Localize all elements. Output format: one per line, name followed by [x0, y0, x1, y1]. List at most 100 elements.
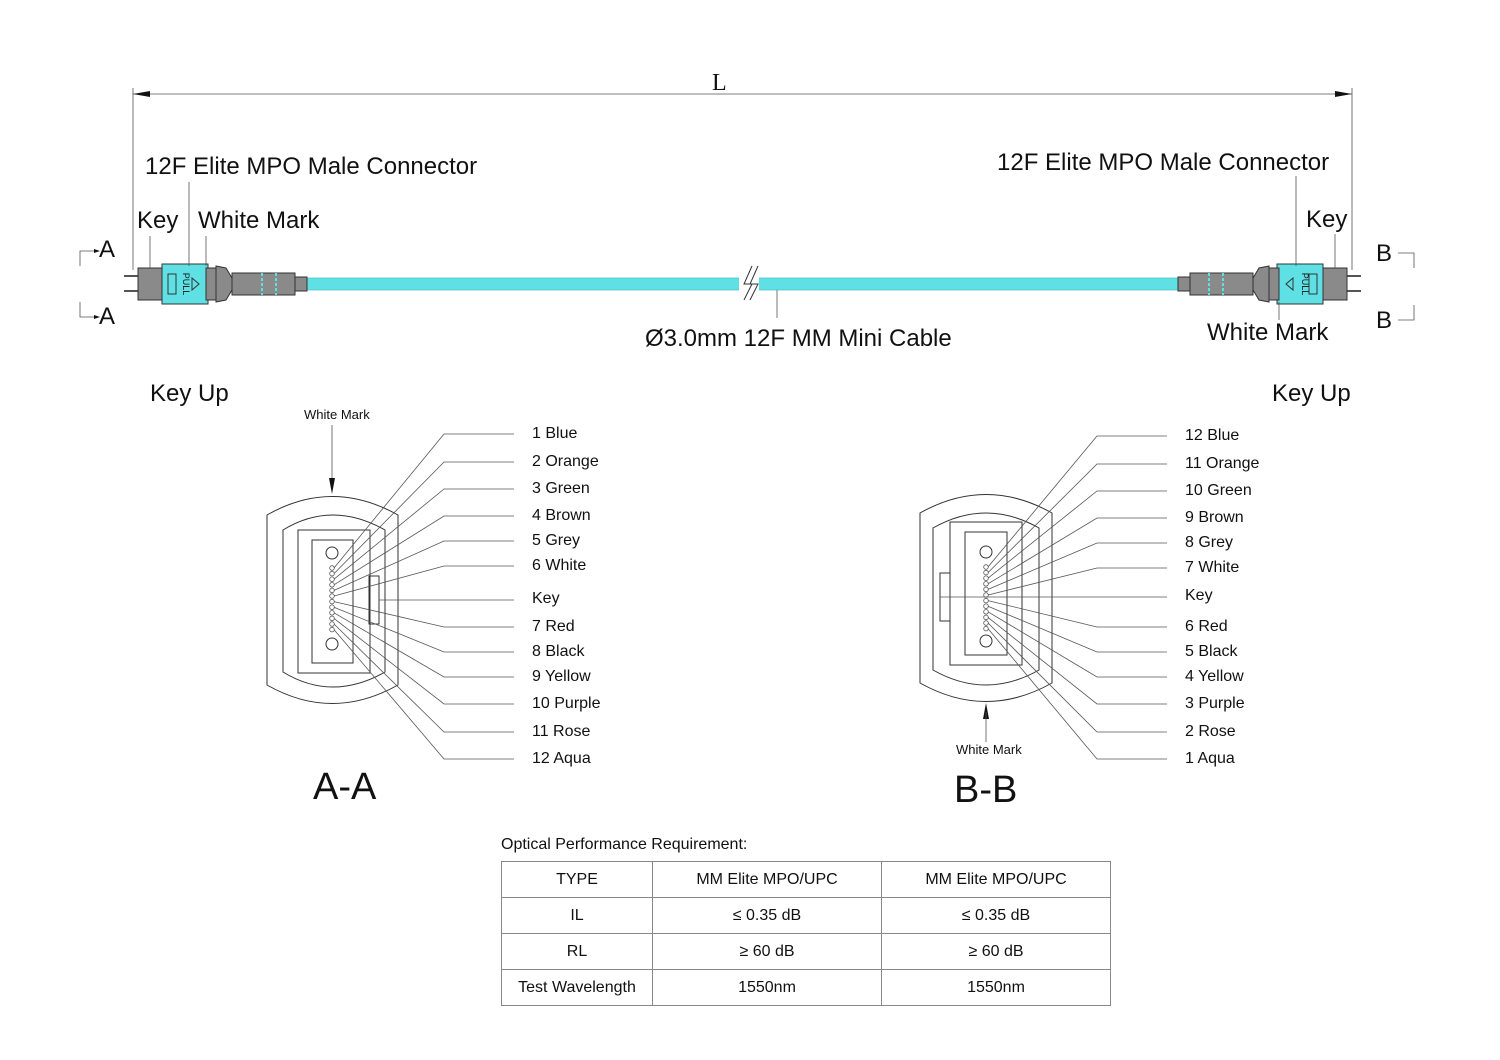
bb-white-mark-label: White Mark [956, 742, 1022, 757]
leader-line [333, 488, 514, 580]
table-cell: Test Wavelength [501, 969, 653, 1006]
fiber-label: 12 Blue [1185, 427, 1239, 444]
leader-line [333, 515, 514, 586]
fiber-label: 9 Yellow [532, 668, 591, 685]
fiber-label: 9 Brown [1185, 509, 1244, 526]
fiber-dot [983, 620, 989, 626]
fiber-dot [329, 587, 335, 594]
fiber-dot [983, 569, 989, 576]
svg-text:B: B [1376, 307, 1392, 334]
leader-line [333, 606, 514, 653]
right-connector-label: 12F Elite MPO Male Connector [997, 149, 1329, 176]
fiber-label: 5 Grey [532, 532, 580, 549]
cable-label: Ø3.0mm 12F MM Mini Cable [645, 325, 952, 352]
table-row: RL ≥ 60 dB ≥ 60 dB [501, 933, 1111, 970]
table-row: Test Wavelength 1550nm 1550nm [501, 969, 1111, 1006]
fiber-label: 4 Brown [532, 507, 591, 524]
fiber-label: Key [1185, 587, 1213, 604]
bb-connector-face [919, 494, 1053, 702]
table-cell: ≥ 60 dB [652, 933, 882, 970]
fiber-dot [983, 586, 989, 593]
leader-line [333, 623, 514, 733]
optical-performance-table: TYPE MM Elite MPO/UPC MM Elite MPO/UPC IL ≤ … [501, 861, 1111, 1006]
fiber-label: Key [532, 590, 560, 607]
fiber-label: 6 Red [1185, 618, 1228, 635]
length-label: L [712, 70, 727, 96]
fiber-label: 10 Green [1185, 482, 1252, 499]
pull-tab-label: PULL [181, 273, 191, 296]
left-connector: PULL [124, 263, 308, 305]
bb-fiber-labels: 12 Blue 11 Orange 10 Green 9 Brown 8 Grey 7 W… [1185, 427, 1260, 767]
section-b-marker: B B [1376, 240, 1415, 334]
aa-section-title: A-A [313, 766, 377, 808]
leader-line [333, 433, 514, 569]
svg-text:A: A [99, 303, 115, 330]
leader-line [333, 565, 514, 597]
aa-key-up-label: Key Up [150, 380, 229, 407]
fiber-dot [983, 609, 989, 615]
fiber-label: 2 Rose [1185, 723, 1236, 740]
fiber-dot [329, 593, 335, 599]
fiber-label: 1 Blue [532, 425, 577, 442]
right-connector [1177, 263, 1361, 305]
aa-white-mark-label: White Mark [304, 407, 370, 422]
pull-tab-label-right: PULL [1300, 273, 1310, 296]
fiber-label: 11 Orange [1185, 455, 1260, 472]
bb-leader-lines [940, 435, 1167, 760]
fiber-dot [329, 576, 335, 582]
leader-line [987, 463, 1167, 573]
leader-line [987, 517, 1167, 585]
leader-line [333, 461, 514, 574]
svg-text:B: B [1376, 240, 1392, 267]
table-cell: ≤ 0.35 dB [881, 897, 1111, 934]
fiber-dot [983, 597, 989, 604]
aa-connector-face [266, 496, 399, 704]
fiber-dot [329, 570, 335, 577]
fiber-label: 6 White [532, 557, 586, 574]
table-cell: RL [501, 933, 653, 970]
table-cell: IL [501, 897, 653, 934]
leader-line [333, 612, 514, 678]
fiber-dot [329, 582, 335, 588]
table-row: IL ≤ 0.35 dB ≤ 0.35 dB [501, 897, 1111, 934]
leader-line [987, 567, 1167, 596]
leader-line [987, 622, 1167, 733]
leader-line [987, 542, 1167, 590]
table-row: TYPE MM Elite MPO/UPC MM Elite MPO/UPC [501, 861, 1111, 898]
fiber-label: 12 Aqua [532, 750, 591, 767]
left-connector-label: 12F Elite MPO Male Connector [145, 153, 477, 180]
fiber-label: 7 Red [532, 618, 575, 635]
leader-line [987, 611, 1167, 678]
right-key-label: Key [1306, 206, 1347, 233]
fiber-label: 1 Aqua [1185, 750, 1235, 767]
section-a-marker: A A [79, 236, 115, 330]
table-cell: 1550nm [881, 969, 1111, 1006]
fiber-dot [329, 610, 335, 616]
leader-line [987, 605, 1167, 653]
fiber-label: 7 White [1185, 559, 1239, 576]
bb-key-up-label: Key Up [1272, 380, 1351, 407]
table-caption: Optical Performance Requirement: [501, 836, 748, 853]
fiber-label: 2 Orange [532, 453, 599, 470]
fiber-label: 10 Purple [532, 695, 601, 712]
fiber-dot [329, 598, 335, 605]
leader-line [333, 540, 514, 591]
fiber-dot [983, 575, 989, 581]
fiber-dot [983, 581, 989, 587]
table-cell: MM Elite MPO/UPC [881, 861, 1111, 898]
table-cell: ≤ 0.35 dB [652, 897, 882, 934]
table-cell: 1550nm [652, 969, 882, 1006]
fiber-dot [329, 621, 335, 627]
aa-fiber-labels: 1 Blue 2 Orange 3 Green 4 Brown 5 Grey 6 Whit… [532, 425, 601, 767]
right-white-mark-label: White Mark [1207, 319, 1329, 346]
table-cell: MM Elite MPO/UPC [652, 861, 882, 898]
fiber-label: 3 Green [532, 480, 590, 497]
aa-leader-lines [329, 433, 514, 760]
svg-text:A: A [99, 236, 115, 263]
fiber-label: 5 Black [1185, 643, 1238, 660]
fiber-label: 8 Grey [1185, 534, 1233, 551]
length-dimension: L [132, 70, 1353, 270]
fiber-label: 4 Yellow [1185, 668, 1244, 685]
leader-line [333, 618, 514, 705]
